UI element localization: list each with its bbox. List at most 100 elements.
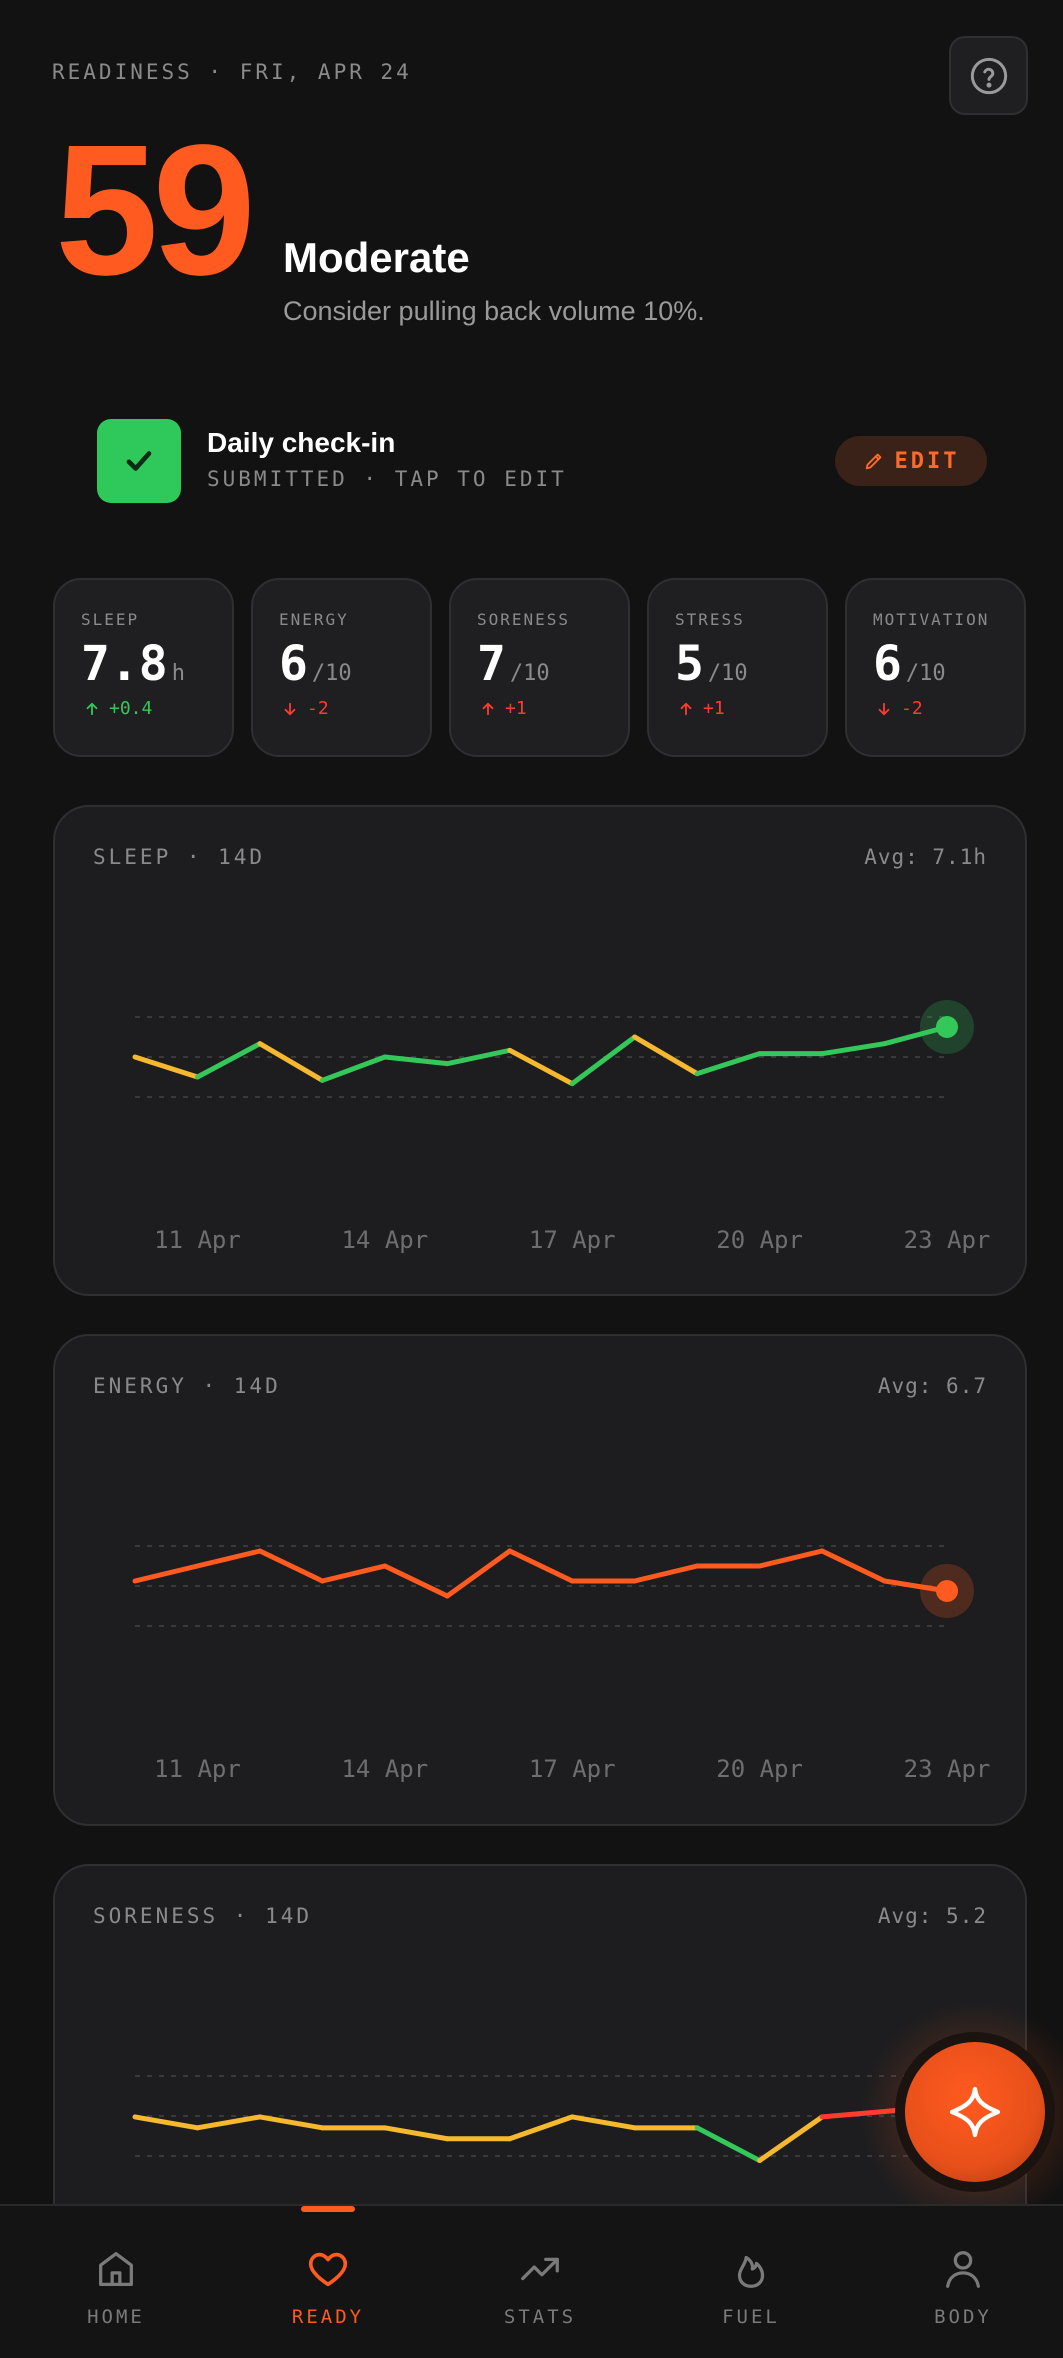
metric-value: 7.8 h — [81, 636, 185, 692]
active-tab-indicator — [301, 2206, 355, 2212]
x-tick-label: 11 Apr — [154, 1226, 241, 1254]
metric-unit: h — [171, 661, 185, 686]
checkin-status: SUBMITTED · TAP TO EDIT — [207, 467, 567, 491]
heart-icon — [308, 2252, 348, 2287]
metric-unit: /10 — [707, 661, 748, 686]
series-line-segment — [319, 1054, 388, 1083]
metric-number: 6 — [279, 636, 308, 692]
metric-label: MOTIVATION — [873, 610, 990, 629]
help-icon — [970, 57, 1007, 94]
series-line-segment — [819, 2108, 888, 2120]
latest-point[interactable] — [936, 1016, 958, 1038]
metric-number: 7 — [477, 636, 506, 692]
series-line-segment — [632, 1563, 700, 1584]
arrow-up-icon — [482, 702, 494, 715]
series-line-segment — [444, 1548, 513, 1599]
series-line-segment — [507, 2114, 575, 2142]
metric-value: 5/10 — [675, 636, 748, 692]
header-date: READINESS · FRI, APR 24 — [52, 60, 412, 84]
readiness-score: 59 — [55, 107, 256, 314]
metric-tile-motivation[interactable]: MOTIVATION 6/10 -2 — [845, 578, 1026, 757]
x-tick-label: 20 Apr — [716, 1755, 803, 1783]
user-icon — [946, 2251, 980, 2288]
metric-label: SLEEP — [81, 610, 140, 629]
metric-value: 6/10 — [279, 636, 352, 692]
metric-unit: /10 — [509, 661, 550, 686]
metric-label: ENERGY — [279, 610, 349, 629]
series-line-segment — [757, 1548, 825, 1569]
chart-average: Avg: 7.1h — [864, 845, 987, 869]
series-line-segment — [507, 1548, 575, 1584]
series-line-segment — [257, 1041, 325, 1083]
nav-fuel[interactable]: FUEL — [671, 2246, 831, 2346]
metric-tile-sleep[interactable]: SLEEP 7.8 h +0.4 — [53, 578, 234, 757]
latest-point[interactable] — [936, 1580, 958, 1602]
metric-number: 5 — [675, 636, 704, 692]
arrow-down-icon — [878, 702, 890, 715]
metric-delta-value: -2 — [307, 698, 329, 719]
nav-home[interactable]: HOME — [36, 2246, 196, 2346]
series-line-segment — [194, 1548, 263, 1569]
nav-label: BODY — [934, 2306, 992, 2328]
metric-delta: +1 — [479, 698, 527, 719]
flame-icon — [737, 2255, 765, 2288]
x-tick-label: 14 Apr — [341, 1226, 428, 1254]
series-line-segment — [694, 1051, 763, 1077]
metric-delta-value: +0.4 — [109, 698, 153, 719]
series-line-segment — [382, 2125, 450, 2142]
series-line-segment — [694, 2125, 763, 2164]
series-line-segment — [257, 2114, 325, 2131]
metric-tile-energy[interactable]: ENERGY 6/10 -2 — [251, 578, 432, 757]
nav-label: READY — [291, 2306, 365, 2328]
arrow-up-icon — [680, 702, 692, 715]
metric-delta: -2 — [281, 698, 329, 719]
series-line-segment — [382, 1563, 450, 1599]
check-icon — [97, 419, 181, 503]
series-line-segment — [632, 1034, 700, 1077]
daily-checkin[interactable]: Daily check-in SUBMITTED · TAP TO EDIT E… — [97, 419, 987, 503]
metric-delta: -2 — [875, 698, 923, 719]
x-tick-label: 23 Apr — [904, 1226, 991, 1254]
metric-tile-stress[interactable]: STRESS 5/10 +1 — [647, 578, 828, 757]
series-line-segment — [819, 1548, 888, 1584]
series-line-segment — [507, 1047, 575, 1087]
pencil-icon — [865, 453, 881, 470]
series-line-segment — [569, 2114, 638, 2131]
bottom-nav: HOME READY STATS FUEL BODY — [0, 2204, 1063, 2358]
chart-title: SLEEP · 14D — [93, 845, 266, 869]
metric-value: 7/10 — [477, 636, 550, 692]
help-button[interactable] — [949, 36, 1028, 115]
x-tick-label: 11 Apr — [154, 1755, 241, 1783]
nav-label: HOME — [87, 2306, 145, 2328]
metric-unit: /10 — [905, 661, 946, 686]
metric-tile-soreness[interactable]: SORENESS 7/10 +1 — [449, 578, 630, 757]
nav-label: STATS — [503, 2306, 577, 2328]
nav-body[interactable]: BODY — [883, 2246, 1043, 2346]
series-line-segment — [132, 1054, 200, 1080]
metric-delta-value: +1 — [505, 698, 527, 719]
nav-stats[interactable]: STATS — [460, 2246, 620, 2346]
series-line-segment — [444, 1047, 513, 1067]
metric-unit: /10 — [311, 661, 352, 686]
chart-title: SORENESS · 14D — [93, 1904, 313, 1928]
edit-button[interactable]: EDIT — [835, 436, 987, 486]
readiness-advice: Consider pulling back volume 10%. — [283, 296, 705, 326]
metric-delta-value: -2 — [901, 698, 923, 719]
x-tick-label: 20 Apr — [716, 1226, 803, 1254]
sleep-chart: 11 Apr 14 Apr 17 Apr 20 Apr 23 Apr — [132, 1000, 991, 1254]
checkin-title: Daily check-in — [207, 427, 396, 458]
metric-label: SORENESS — [477, 610, 571, 629]
ai-assistant-button[interactable] — [905, 2042, 1045, 2182]
sparkle-icon — [949, 2086, 1001, 2138]
chart-average: Avg: 6.7 — [877, 1374, 987, 1398]
sleep-chart-card[interactable]: SLEEP · 14D Avg: 7.1h 11 Apr 14 Apr 17 Apr… — [53, 805, 1027, 1296]
energy-chart: 11 Apr 14 Apr 17 Apr 20 Apr 23 Apr — [132, 1545, 990, 1783]
energy-chart-card[interactable]: ENERGY · 14D Avg: 6.7 11 Apr 14 Apr 17 Apr… — [53, 1334, 1027, 1826]
x-tick-label: 17 Apr — [529, 1226, 616, 1254]
nav-ready[interactable]: READY — [248, 2246, 408, 2346]
x-tick-label: 14 Apr — [341, 1755, 428, 1783]
readiness-level: Moderate — [283, 234, 470, 281]
arrow-up-icon — [86, 702, 98, 715]
chart-title: ENERGY · 14D — [93, 1374, 281, 1398]
arrow-down-icon — [284, 702, 296, 715]
